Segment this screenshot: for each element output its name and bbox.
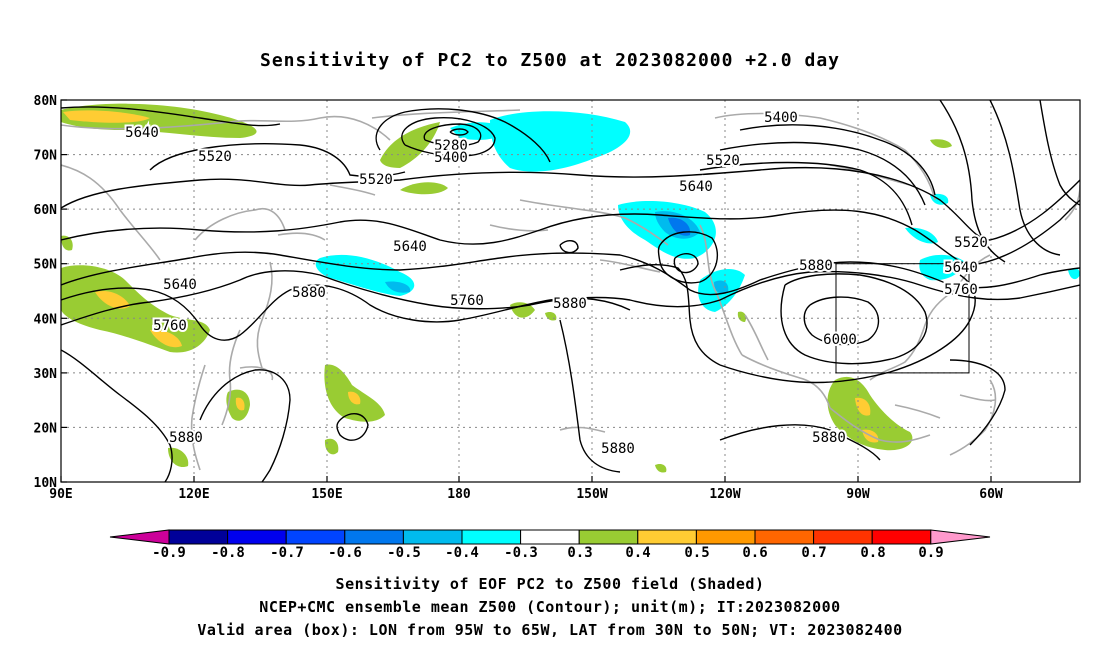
colorbar-label: -0.5 xyxy=(387,545,421,561)
colorbar-label: -0.8 xyxy=(211,545,245,561)
lon-label: 60W xyxy=(979,487,1003,502)
contour-label: 5520 xyxy=(198,149,232,165)
contour-label: 5520 xyxy=(359,172,393,188)
colorbar-swatch xyxy=(578,529,639,545)
colorbar-swatch xyxy=(402,529,463,545)
colorbar-label: 0.3 xyxy=(567,545,592,561)
contour-label: 5520 xyxy=(706,153,740,169)
contour-label: 5760 xyxy=(450,293,484,309)
colorbar-swatch xyxy=(695,529,756,545)
contour-label: 5400 xyxy=(764,110,798,126)
z500-contours xyxy=(61,100,1080,482)
lat-label: 80N xyxy=(34,94,58,109)
colorbar-swatch xyxy=(285,529,346,545)
lat-label: 40N xyxy=(34,312,58,327)
colorbar-label: -0.7 xyxy=(270,545,304,561)
contour-label: 5640 xyxy=(944,260,978,276)
lat-label: 60N xyxy=(34,203,58,218)
contour-label: 5880 xyxy=(169,430,203,446)
colorbar-swatch xyxy=(344,529,404,545)
colorbar-label: -0.6 xyxy=(328,545,362,561)
lat-label: 50N xyxy=(34,258,58,273)
contour-label: 5520 xyxy=(954,235,988,251)
colorbar-arrow-high xyxy=(930,529,991,545)
footer-line-2: NCEP+CMC ensemble mean Z500 (Contour); u… xyxy=(259,598,841,616)
contour-label: 5640 xyxy=(393,239,427,255)
map-figure: 5640 5520 5520 5280 5400 5400 5520 5640 … xyxy=(34,94,1081,561)
colorbar-label: 0.7 xyxy=(801,545,826,561)
colorbar-swatch xyxy=(520,529,580,545)
latitude-labels: 80N 70N 60N 50N 40N 30N 20N 10N xyxy=(34,94,58,491)
colorbar-swatch xyxy=(871,529,932,545)
shaded-sensitivity xyxy=(61,103,1080,473)
lon-label: 120E xyxy=(178,487,209,502)
lat-label: 30N xyxy=(34,367,58,382)
contour-label: 5400 xyxy=(434,150,468,166)
contour-label: 6000 xyxy=(823,332,857,348)
longitude-labels: 90E 120E 150E 180 150W 120W 90W 60W xyxy=(49,487,1003,502)
colorbar-swatch xyxy=(637,529,697,545)
colorbar-swatch xyxy=(461,529,522,545)
lon-label: 90W xyxy=(846,487,870,502)
colorbar-label: -0.4 xyxy=(445,545,479,561)
contour-label: 5640 xyxy=(679,179,713,195)
contour-label: 5880 xyxy=(812,430,846,446)
contour-label: 5640 xyxy=(125,125,159,141)
footer-line-1: Sensitivity of EOF PC2 to Z500 field (Sh… xyxy=(335,575,765,593)
colorbar-label: 0.6 xyxy=(742,545,767,561)
lat-label: 20N xyxy=(34,421,58,436)
map-plot-area xyxy=(61,100,1080,482)
lon-label: 150E xyxy=(311,487,342,502)
colorbar-swatch xyxy=(227,529,287,545)
contour-label: 5640 xyxy=(163,277,197,293)
contour-label-group: 5640 5520 5520 5280 5400 5400 5520 5640 … xyxy=(123,108,990,459)
colorbar-label: 0.5 xyxy=(684,545,709,561)
valid-area-box xyxy=(835,263,970,374)
lon-label: 150W xyxy=(576,487,607,502)
contour-label: 5880 xyxy=(553,296,587,312)
lon-label: 180 xyxy=(447,487,471,502)
colorbar-swatch xyxy=(168,529,229,545)
contour-label: 5880 xyxy=(601,441,635,457)
contour-label: 5880 xyxy=(799,258,833,274)
contour-label: 5880 xyxy=(292,285,326,301)
colorbar-arrow-low xyxy=(109,529,170,545)
colorbar-label: 0.4 xyxy=(625,545,650,561)
contour-label: 5280 xyxy=(434,138,468,154)
lon-label: 120W xyxy=(709,487,740,502)
colorbar-label: -0.9 xyxy=(152,545,186,561)
lon-label: 90E xyxy=(49,487,72,502)
colorbar-label: 0.8 xyxy=(860,545,885,561)
colorbar-label: -0.3 xyxy=(504,545,538,561)
lat-label: 70N xyxy=(34,149,58,164)
footer-line-3: Valid area (box): LON from 95W to 65W, L… xyxy=(197,621,903,639)
colorbar-swatch xyxy=(754,529,815,545)
coastlines xyxy=(61,109,1080,471)
contour-label: 5760 xyxy=(153,318,187,334)
colorbar-swatch xyxy=(813,529,873,545)
colorbar-label: 0.9 xyxy=(918,545,943,561)
map-frame xyxy=(60,99,1081,483)
lat-label: 10N xyxy=(34,476,58,491)
map-title: Sensitivity of PC2 to Z500 at 2023082000… xyxy=(259,50,840,71)
contour-label: 5760 xyxy=(944,282,978,298)
colorbar: -0.9 -0.8 -0.7 -0.6 -0.5 -0.4 -0.3 0.3 0… xyxy=(109,529,991,561)
